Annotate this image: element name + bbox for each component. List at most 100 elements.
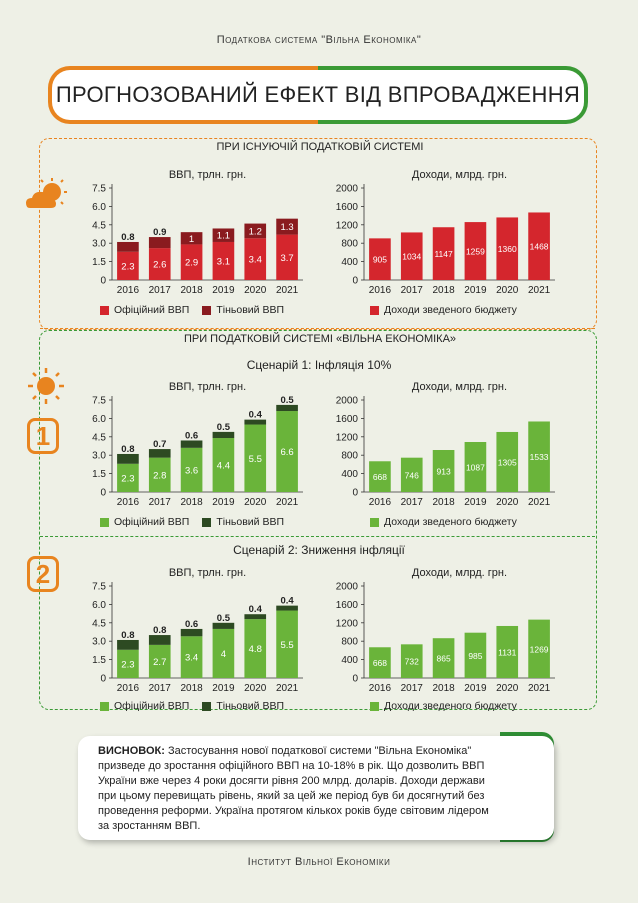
legend-existing-gdp: Офіційний ВВП Тіньовий ВВП (100, 304, 284, 316)
x-tick-label: 2020 (496, 285, 519, 296)
bar-value-label: 2.3 (121, 261, 134, 272)
x-tick-label: 2021 (528, 683, 551, 694)
legend-swatch-income (370, 517, 379, 527)
bar-value-label: 1360 (498, 244, 517, 254)
bar-value-label: 5.5 (249, 454, 262, 465)
y-tick-label: 1600 (336, 202, 359, 213)
y-tick-label: 0 (352, 488, 358, 499)
bar-value-label: 1.3 (280, 222, 293, 233)
legend-swatch-official (100, 701, 109, 711)
bar-official (496, 431, 519, 492)
bar-value-label: 3.7 (280, 253, 293, 264)
bar-shadow (180, 628, 203, 637)
bar-shadow (117, 241, 139, 252)
bar-shadow (117, 639, 139, 650)
bar-value-label: 0.4 (249, 604, 263, 615)
x-tick-label: 2021 (276, 285, 299, 296)
y-tick-label: 4.5 (92, 432, 106, 443)
bar-value-label: 2.8 (153, 470, 166, 481)
bar-official (180, 447, 203, 492)
conclusion-box: ВИСНОВОК: Застосування нової податкової … (78, 736, 554, 840)
bar-value-label: 1.1 (217, 231, 230, 242)
x-tick-label: 2020 (496, 497, 519, 508)
x-tick-label: 2018 (180, 497, 203, 508)
legend-income-label: Доходи зведеного бюджету (384, 516, 517, 528)
bar-value-label: 2.6 (153, 260, 166, 271)
scenario1-badge: 1 (27, 418, 59, 454)
bar-value-label: 4 (221, 649, 226, 660)
bar-value-label: 0.6 (185, 619, 198, 630)
bar-value-label: 0.8 (153, 625, 166, 636)
bar-value-label: 732 (405, 657, 419, 667)
x-tick-label: 2017 (401, 683, 424, 694)
legend-income-label: Доходи зведеного бюджету (384, 700, 517, 712)
x-tick-label: 2019 (212, 497, 235, 508)
x-tick-label: 2018 (180, 285, 203, 296)
legend-swatch-official (100, 517, 109, 527)
bar-value-label: 668 (373, 472, 387, 482)
y-tick-label: 400 (341, 469, 358, 480)
bar-official (276, 610, 298, 678)
bar-official (464, 222, 487, 280)
x-tick-label: 2017 (401, 285, 424, 296)
legend-official-label: Офіційний ВВП (114, 516, 190, 528)
bar-value-label: 0.8 (121, 630, 134, 641)
x-tick-label: 2018 (432, 497, 455, 508)
bar-value-label: 1131 (498, 647, 517, 657)
x-tick-label: 2019 (464, 683, 487, 694)
footer-text: Інститут Вільної Економіки (247, 856, 391, 868)
bar-value-label: 668 (373, 658, 387, 668)
x-tick-label: 2018 (180, 683, 203, 694)
y-tick-label: 800 (341, 451, 358, 462)
y-tick-label: 0 (352, 674, 358, 685)
chart-title: ВВП, трлн. грн. (169, 567, 246, 579)
x-tick-label: 2016 (117, 285, 140, 296)
bar-value-label: 2.7 (153, 657, 166, 668)
x-tick-label: 2016 (369, 683, 392, 694)
bar-value-label: 3.1 (217, 256, 230, 267)
bar-shadow (276, 404, 298, 412)
x-tick-label: 2016 (117, 683, 140, 694)
bar-value-label: 5.5 (280, 640, 293, 651)
bar-official (212, 241, 235, 280)
y-tick-label: 0 (100, 488, 106, 499)
bar-official (244, 238, 267, 280)
bar-official (244, 424, 267, 492)
y-tick-label: 800 (341, 637, 358, 648)
banner-title: ПРОГНОЗОВАНИЙ ЕФЕКТ ВІД ВПРОВАДЖЕННЯ (52, 70, 584, 120)
y-tick-label: 1.5 (92, 257, 106, 268)
bar-official (464, 441, 487, 492)
bar-value-label: 746 (405, 470, 419, 480)
legend-shadow-label: Тіньовий ВВП (216, 700, 284, 712)
legend-shadow-label: Тіньовий ВВП (216, 304, 284, 316)
y-tick-label: 7.5 (92, 396, 106, 407)
bar-value-label: 0.6 (185, 430, 198, 441)
bar-official (432, 638, 455, 678)
conclusion-heading: ВИСНОВОК: (98, 745, 165, 757)
bar-shadow (244, 614, 267, 620)
section-divider (40, 328, 595, 329)
x-tick-label: 2019 (464, 497, 487, 508)
bar-shadow (276, 218, 298, 235)
bar-official (117, 649, 139, 678)
bar-shadow (148, 237, 171, 249)
bar-official (148, 457, 171, 492)
gdp-chart-scenario1: ВВП, трлн. грн. 0 1.5 3.0 4.5 6.0 7.5 2.3 0.8 201… (92, 381, 303, 508)
y-tick-label: 2000 (336, 184, 359, 195)
bar-shadow (148, 449, 171, 458)
bar-value-label: 865 (436, 654, 450, 664)
bar-shadow (212, 622, 235, 629)
bar-official (432, 227, 455, 280)
bar-value-label: 1147 (434, 249, 453, 259)
bar-official (496, 217, 519, 280)
legend-income-label: Доходи зведеного бюджету (384, 304, 517, 316)
y-tick-label: 800 (341, 239, 358, 250)
bar-value-label: 985 (468, 651, 482, 661)
x-tick-label: 2017 (401, 497, 424, 508)
y-tick-label: 1600 (336, 600, 359, 611)
x-tick-label: 2016 (117, 497, 140, 508)
y-tick-label: 6.0 (92, 600, 106, 611)
legend-swatch-income (370, 305, 379, 315)
y-tick-label: 4.5 (92, 220, 106, 231)
y-tick-label: 0 (352, 276, 358, 287)
